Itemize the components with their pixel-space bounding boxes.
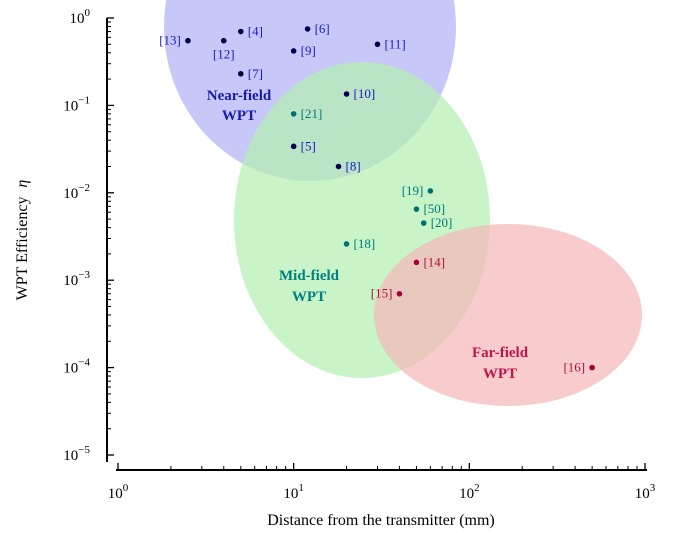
x-tick-label: 101 (283, 482, 304, 502)
data-point (290, 111, 297, 117)
data-point (420, 220, 427, 226)
data-point (290, 143, 297, 150)
far-field-region (374, 224, 642, 406)
data-points-layer: [13] [12] [4] [7] [9] [6] [11] [10] [5] [8] [21] [1… (159, 21, 595, 375)
far-field-label-wpt: WPT (483, 366, 517, 382)
x-tick-exponent: 1 (298, 482, 304, 494)
data-point-label: [9] (301, 43, 316, 58)
data-point (185, 37, 191, 44)
data-point-label: [6] (315, 21, 330, 36)
data-point-label: [16] (563, 360, 585, 375)
data-point-label: [5] (301, 138, 316, 153)
x-tick-exponent: 3 (650, 482, 656, 494)
data-point-label: [21] (301, 106, 323, 121)
y-tick-base: 10 (63, 361, 78, 377)
y-tick-exponent: −2 (78, 182, 90, 194)
x-tick-exponent: 0 (123, 482, 129, 494)
y-tick-label: 10−1 (63, 94, 90, 114)
data-point-label: [20] (431, 215, 453, 230)
x-tick-label: 103 (635, 482, 656, 502)
y-tick-base: 10 (63, 98, 78, 114)
y-tick-label: 10−5 (63, 444, 90, 464)
x-tick-base: 10 (635, 486, 650, 502)
data-point (427, 188, 434, 194)
data-point-label: [12] (213, 47, 235, 62)
mid-field-label: Mid-field (279, 268, 340, 284)
y-tick-base: 10 (63, 273, 78, 289)
x-tick-label: 102 (459, 482, 480, 502)
y-tick-label: 10−2 (63, 182, 90, 202)
x-axis-label: Distance from the transmitter (mm) (267, 512, 494, 529)
y-tick-base: 10 (70, 11, 85, 27)
x-tick-exponent: 2 (474, 482, 480, 494)
data-point (335, 163, 342, 170)
y-tick-label: 10−3 (63, 269, 90, 289)
data-point-label: [11] (384, 36, 405, 51)
data-point-label: [50] (423, 201, 445, 216)
data-point (343, 91, 350, 97)
data-point (220, 37, 227, 44)
data-point-label: [7] (248, 66, 263, 81)
regions-layer (164, 0, 642, 406)
y-tick-base: 10 (63, 186, 78, 202)
y-tick-label: 10−4 (63, 357, 90, 377)
data-point-label: [8] (346, 158, 361, 173)
near-field-label-wpt: WPT (222, 108, 256, 124)
y-tick-exponent: −4 (78, 357, 90, 369)
data-point-label: [19] (402, 183, 424, 198)
far-field-label: Far-field (472, 345, 529, 361)
mid-field-label-wpt: WPT (292, 289, 326, 305)
y-axis-label-symbol: η (14, 180, 31, 188)
x-tick-base: 10 (459, 486, 474, 502)
data-point-label: [13] (159, 33, 181, 48)
data-point (290, 48, 297, 54)
y-tick-exponent: −5 (78, 444, 90, 456)
data-point (413, 259, 420, 266)
y-axis-label: WPT Efficiency η (14, 180, 31, 301)
data-point (237, 28, 244, 35)
data-point-label: [10] (354, 86, 376, 101)
y-tick-base: 10 (63, 448, 78, 464)
data-point (343, 241, 350, 247)
x-tick-label: 100 (108, 482, 129, 502)
data-point (589, 364, 595, 371)
data-point-label: [15] (371, 286, 393, 301)
x-tick-base: 10 (108, 486, 123, 502)
y-tick-exponent: 0 (85, 7, 91, 19)
near-field-label: Near-field (207, 88, 272, 104)
y-tick-exponent: −3 (78, 269, 90, 281)
y-axis-label-text: WPT Efficiency (14, 197, 31, 301)
data-point (413, 206, 420, 212)
data-point-label: [18] (354, 236, 376, 251)
data-point (237, 70, 244, 77)
y-tick-label: 100 (70, 7, 91, 27)
data-point-label: [4] (248, 24, 263, 39)
x-tick-base: 10 (283, 486, 298, 502)
y-tick-exponent: −1 (78, 94, 90, 106)
data-point-label: [14] (423, 254, 445, 269)
data-point (304, 26, 311, 32)
data-point (396, 290, 403, 297)
data-point (374, 41, 381, 48)
